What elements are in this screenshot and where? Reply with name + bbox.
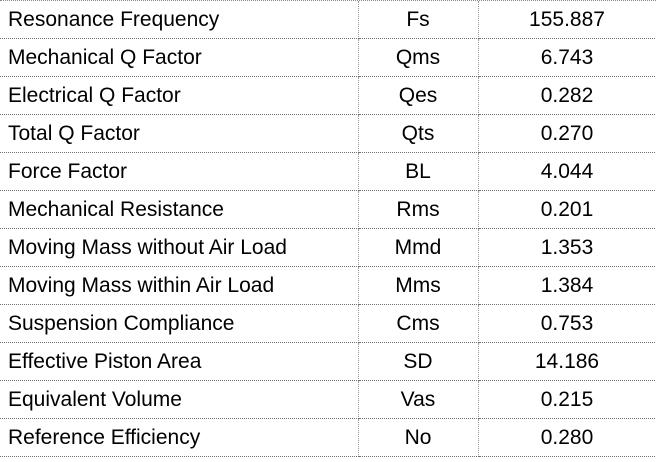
parameter-symbol-cell[interactable]: Qts <box>358 114 479 153</box>
parameter-value-cell[interactable]: 4.044 <box>478 152 656 191</box>
parameter-value-cell[interactable]: 1.353 <box>478 228 656 267</box>
parameter-symbol-cell[interactable]: Vas <box>358 380 479 419</box>
parameter-symbol-cell[interactable]: Mms <box>358 266 479 305</box>
table-row: Force Factor BL 4.044 <box>0 152 656 191</box>
parameter-name-cell[interactable]: Equivalent Volume <box>0 380 359 419</box>
parameter-symbol-cell[interactable]: SD <box>358 342 479 381</box>
parameter-value-cell[interactable]: 0.270 <box>478 114 656 153</box>
parameter-name-cell[interactable]: Mechanical Q Factor <box>0 38 359 77</box>
parameter-value-cell[interactable]: 14.186 <box>478 342 656 381</box>
parameter-value-cell[interactable]: 6.743 <box>478 38 656 77</box>
parameter-name-cell[interactable]: Moving Mass without Air Load <box>0 228 359 267</box>
table-row: Reference Efficiency No 0.280 <box>0 418 656 457</box>
parameter-value-cell[interactable]: 155.887 <box>478 1 656 39</box>
parameter-symbol-cell[interactable]: Mmd <box>358 228 479 267</box>
parameter-name-cell[interactable]: Total Q Factor <box>0 114 359 153</box>
parameter-symbol-cell[interactable]: Cms <box>358 304 479 343</box>
parameter-name-cell[interactable]: Force Factor <box>0 152 359 191</box>
parameter-name-cell[interactable]: Moving Mass within Air Load <box>0 266 359 305</box>
parameter-name-cell[interactable]: Resonance Frequency <box>0 1 359 39</box>
parameter-name-cell[interactable]: Electrical Q Factor <box>0 76 359 115</box>
table-row: Effective Piston Area SD 14.186 <box>0 342 656 381</box>
table-row: Total Q Factor Qts 0.270 <box>0 114 656 153</box>
table-row: Equivalent Volume Vas 0.215 <box>0 380 656 419</box>
parameter-value-cell[interactable]: 0.753 <box>478 304 656 343</box>
table-row: Mechanical Resistance Rms 0.201 <box>0 190 656 229</box>
parameter-symbol-cell[interactable]: Qms <box>358 38 479 77</box>
parameter-value-cell[interactable]: 0.280 <box>478 418 656 457</box>
table-row: Resonance Frequency Fs 155.887 <box>0 1 656 39</box>
parameter-value-cell[interactable]: 0.282 <box>478 76 656 115</box>
parameter-value-cell[interactable]: 0.201 <box>478 190 656 229</box>
parameter-symbol-cell[interactable]: Fs <box>358 1 479 39</box>
table-row: Suspension Compliance Cms 0.753 <box>0 304 656 343</box>
parameter-name-cell[interactable]: Reference Efficiency <box>0 418 359 457</box>
parameter-name-cell[interactable]: Mechanical Resistance <box>0 190 359 229</box>
parameter-name-cell[interactable]: Effective Piston Area <box>0 342 359 381</box>
table-row: Moving Mass without Air Load Mmd 1.353 <box>0 228 656 267</box>
parameter-value-cell[interactable]: 1.384 <box>478 266 656 305</box>
parameter-symbol-cell[interactable]: Rms <box>358 190 479 229</box>
table-row: Mechanical Q Factor Qms 6.743 <box>0 38 656 77</box>
table-row: Moving Mass within Air Load Mms 1.384 <box>0 266 656 305</box>
parameter-value-cell[interactable]: 0.215 <box>478 380 656 419</box>
table-row: Electrical Q Factor Qes 0.282 <box>0 76 656 115</box>
parameter-symbol-cell[interactable]: BL <box>358 152 479 191</box>
parameter-symbol-cell[interactable]: No <box>358 418 479 457</box>
parameter-name-cell[interactable]: Suspension Compliance <box>0 304 359 343</box>
parameter-symbol-cell[interactable]: Qes <box>358 76 479 115</box>
